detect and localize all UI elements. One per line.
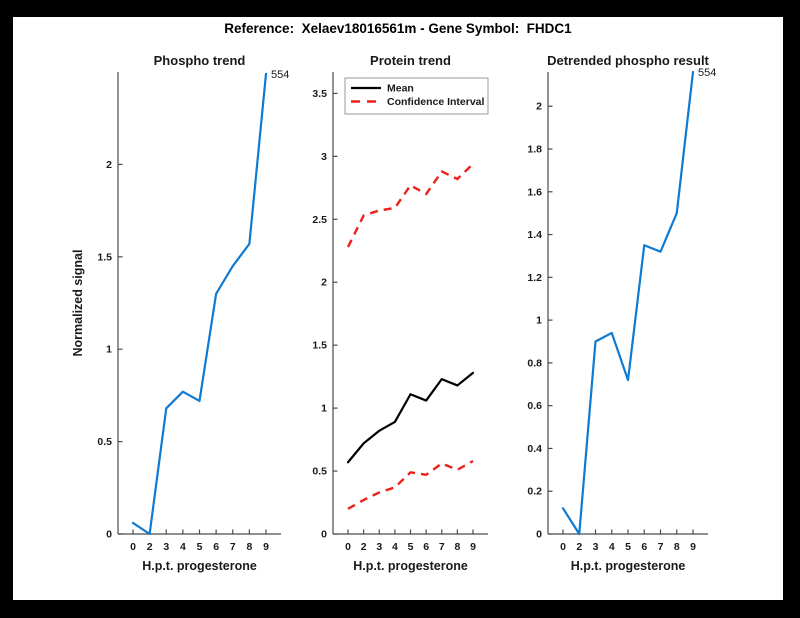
x-tick-label: 6 [423,541,429,553]
y-tick-label: 3 [321,151,327,163]
x-tick-label: 2 [576,541,582,553]
x-tick-label: 8 [454,541,460,553]
x-tick-label: 6 [213,541,219,553]
y-tick-label: 0.8 [527,357,542,369]
subplot-title: Phospho trend [154,53,246,68]
figure-title: Reference: Xelaev18016561m - Gene Symbol… [224,21,572,36]
x-axis-label: H.p.t. progesterone [571,559,686,573]
x-tick-label: 2 [147,541,153,553]
subplot-title: Detrended phospho result [547,53,709,68]
y-tick-label: 1 [321,403,327,415]
y-tick-label: 0 [321,529,327,541]
y-tick-label: 1.5 [312,340,327,352]
x-tick-label: 6 [641,541,647,553]
y-tick-label: 0.2 [527,486,542,498]
y-tick-label: 1 [106,344,112,356]
x-axis-label: H.p.t. progesterone [142,559,257,573]
x-tick-label: 3 [376,541,382,553]
x-tick-label: 9 [263,541,269,553]
y-tick-label: 2.5 [312,214,327,226]
x-axis-label: H.p.t. progesterone [353,559,468,573]
y-tick-label: 0 [106,529,112,541]
x-tick-label: 0 [345,541,351,553]
y-tick-label: 2 [321,277,327,289]
y-tick-label: 1.8 [527,144,542,156]
y-tick-label: 0.5 [97,436,112,448]
data-line-mean [346,371,475,464]
x-tick-label: 9 [690,541,696,553]
y-tick-label: 3.5 [312,88,327,100]
x-tick-label: 0 [560,541,566,553]
figure-canvas: Reference: Xelaev18016561m - Gene Symbol… [13,17,783,600]
x-tick-label: 3 [593,541,599,553]
legend-label-confidence-interval: Confidence Interval [387,96,485,108]
y-tick-label: 2 [536,101,542,113]
x-tick-label: 5 [408,541,414,553]
x-tick-label: 8 [674,541,680,553]
x-tick-label: 4 [392,541,398,553]
x-tick-label: 2 [361,541,367,553]
y-tick-label: 1.6 [527,186,542,198]
data-line-phospho-signal [131,72,268,536]
subplot-title: Protein trend [370,53,451,68]
max-value-annotation: 554 [698,67,716,79]
x-tick-label: 4 [180,541,186,553]
x-tick-label: 8 [246,541,252,553]
x-tick-label: 7 [658,541,664,553]
data-line-detrended-phospho-signal [561,70,695,536]
y-axis-label: Normalized signal [71,250,85,357]
x-tick-label: 5 [625,541,631,553]
y-tick-label: 1.5 [97,251,112,263]
y-tick-label: 0 [536,529,542,541]
max-value-annotation: 554 [271,69,289,81]
x-tick-label: 3 [163,541,169,553]
y-tick-label: 1 [536,315,542,327]
x-tick-label: 7 [439,541,445,553]
y-tick-label: 2 [106,159,112,171]
y-tick-label: 1.4 [527,229,542,241]
legend-label-mean: Mean [387,83,414,95]
y-tick-label: 1.2 [527,272,542,284]
legend-box [344,77,489,115]
data-line-lower-confidence-interval [347,459,474,510]
y-tick-label: 0.4 [527,443,542,455]
x-tick-label: 4 [609,541,615,553]
y-tick-label: 0.6 [527,400,542,412]
x-tick-label: 9 [470,541,476,553]
x-tick-label: 5 [197,541,203,553]
x-tick-label: 0 [130,541,136,553]
y-tick-label: 0.5 [312,466,327,478]
x-tick-label: 7 [230,541,236,553]
chart-detrended-phospho-result: 00.20.40.60.811.21.41.61.820 2 3 4 5 6 7 8 9Detr… [527,53,716,573]
